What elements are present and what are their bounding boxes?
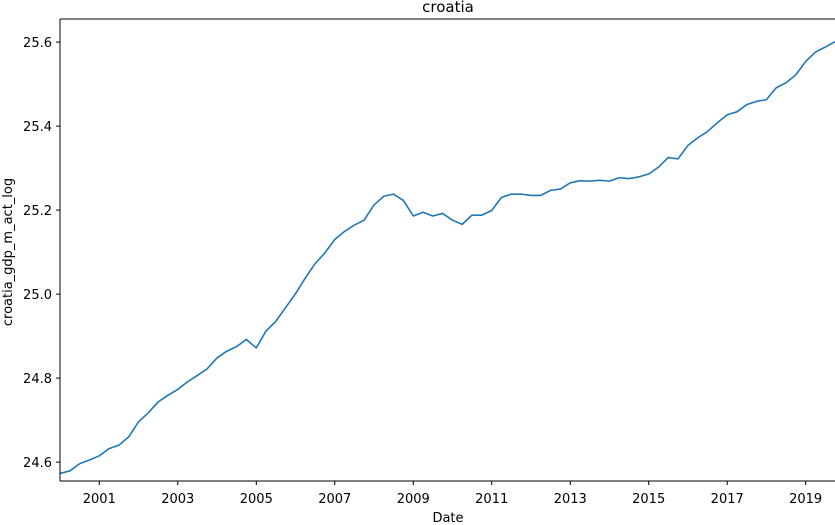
x-tick-label: 2007 [318,492,351,507]
x-tick-label: 2019 [789,492,822,507]
y-tick-label: 25.4 [23,120,52,135]
x-tick-label: 2009 [397,492,430,507]
series-line-0 [59,40,835,475]
y-axis-label: croatia_gdp_m_act_log [1,178,16,326]
x-tick-label: 2015 [632,492,665,507]
x-axis-label: Date [432,511,463,525]
plot-area [60,19,835,481]
x-tick-label: 2003 [161,492,194,507]
x-tick-label: 2013 [554,492,587,507]
x-tick-label: 2017 [711,492,744,507]
y-tick-label: 24.8 [23,372,52,387]
y-tick-label: 25.0 [23,288,52,303]
axes-frame [59,18,835,482]
y-tick-label: 25.2 [23,204,52,219]
x-tick-label: 2011 [475,492,508,507]
chart-title: croatia [422,0,474,16]
series-layer [59,40,835,475]
x-tick-label: 2005 [240,492,273,507]
y-tick-label: 24.6 [23,456,52,471]
x-tick-label: 2001 [83,492,116,507]
y-tick-label: 25.6 [23,36,52,51]
x-axis-ticks: 2001 2003 2005 2007 2009 2011 2013 2015 2017 2019 [83,481,822,507]
y-axis-ticks: 24.6 24.8 25.0 25.2 25.4 25.6 [23,36,60,471]
